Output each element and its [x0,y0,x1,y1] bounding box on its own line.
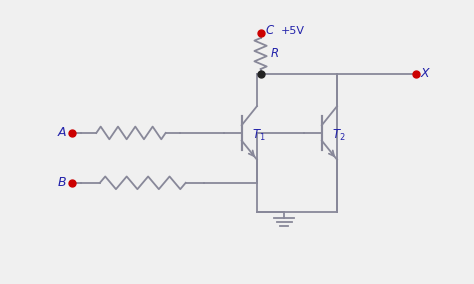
Text: X: X [421,68,429,80]
Text: +5V: +5V [280,26,304,36]
Text: A: A [58,126,66,139]
Text: $T_2$: $T_2$ [332,128,345,143]
Text: C: C [265,24,273,37]
Text: R: R [271,47,279,60]
Text: B: B [58,176,66,189]
Text: $T_1$: $T_1$ [252,128,265,143]
